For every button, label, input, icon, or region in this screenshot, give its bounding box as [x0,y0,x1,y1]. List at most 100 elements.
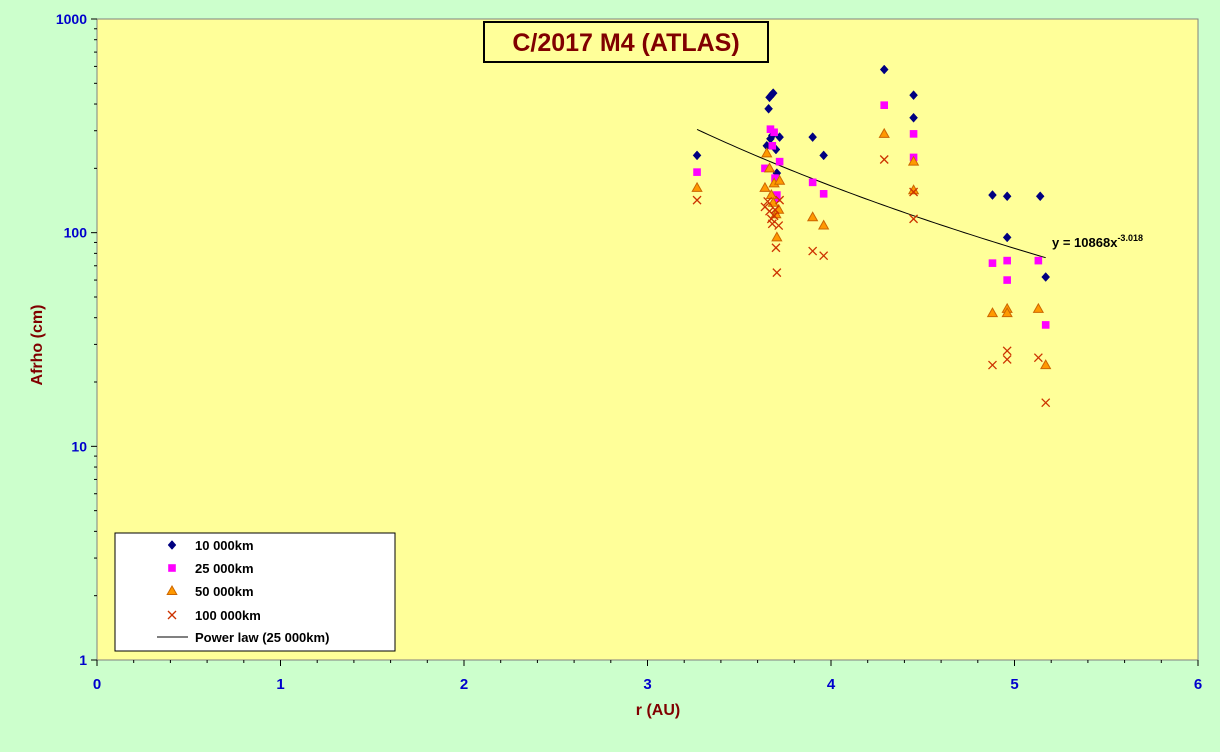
data-point-triangle [1040,359,1052,370]
y-tick-label: 100 [64,225,88,241]
data-point-cross-stroke [692,195,702,205]
data-point-cross [1041,398,1051,408]
legend-marker-diamond [167,540,177,550]
data-point-cross-stroke [1033,353,1043,363]
legend-marker-cross-stroke [167,610,177,620]
x-tick-label: 5 [1010,676,1018,693]
data-point-cross-stroke [909,187,919,197]
data-point-square [1041,321,1050,329]
data-point-square [768,142,777,150]
trendline-equation: y = 10868x-3.018 [1052,233,1143,250]
data-point-cross [879,155,889,164]
trendline-power-law [696,128,1046,259]
data-point-triangle [771,231,783,242]
data-point-cross [775,195,785,205]
data-point-diamond [692,150,702,161]
data-point-diamond [988,190,997,200]
data-point-square [773,191,781,199]
data-point-triangle [759,181,771,192]
data-point-cross-stroke [765,206,774,216]
x-tick-label: 4 [827,676,836,693]
data-points-layer [691,64,1052,408]
data-point-cross-stroke [774,221,784,230]
x-axis-title: r (AU) [636,702,680,719]
series-50000km [691,127,1052,370]
legend-label-power-law: Power law (25 000km) [195,630,329,645]
data-point-cross-stroke [772,268,782,278]
trendline-equation-base: y = 10868x [1052,235,1118,250]
x-tick-label: 3 [643,676,651,693]
data-point-diamond [1035,191,1045,202]
data-point-square [775,157,784,166]
data-point-cross-stroke [771,243,781,253]
data-point-triangle [761,147,773,158]
legend-markers [157,540,188,638]
x-tick-label: 6 [1194,676,1202,693]
data-point-cross-stroke [808,246,818,256]
data-point-diamond [808,132,817,143]
data-point-cross [1002,355,1012,364]
data-point-square [909,130,918,138]
data-point-cross-stroke [769,211,779,221]
data-point-cross [763,196,773,206]
data-point-square [771,174,779,182]
data-point-cross-stroke [819,251,829,261]
chart-title: C/2017 M4 (ATLAS) [512,29,739,57]
data-point-cross [808,246,818,256]
series-100000km [692,155,1051,408]
data-point-triangle [763,162,776,173]
x-tick-label: 0 [93,676,101,693]
data-point-diamond [764,103,773,114]
data-point-cross-stroke [988,360,997,370]
data-point-triangle [907,155,920,166]
legend: 10 000km 25 000km 50 000km 100 000km Pow… [114,532,396,652]
data-point-cross-stroke [760,202,770,212]
legend-marker-cross [167,610,177,620]
data-point-diamond [1041,272,1051,282]
data-point-cross [772,268,782,278]
data-point-square [819,190,828,198]
data-point-cross [819,251,829,261]
data-point-diamond [909,112,918,123]
y-axis-title: Afrho (cm) [29,305,46,386]
data-point-square [1034,256,1043,265]
trendline-equation-exponent: -3.018 [1117,233,1143,243]
x-tick-label: 1 [276,676,284,693]
data-point-diamond [1002,232,1012,243]
data-point-cross [692,195,702,205]
data-point-diamond [909,90,918,101]
data-point-cross-stroke [770,205,780,215]
data-point-cross-stroke [767,219,777,229]
data-point-cross [1033,353,1043,363]
legend-label-50000km: 50 000km [195,584,254,599]
legend-label-10000km: 10 000km [195,538,254,553]
data-point-cross [988,360,997,370]
data-point-diamond [768,88,778,98]
data-point-cross [1002,346,1012,356]
data-point-triangle [878,127,890,138]
data-point-cross [770,205,780,215]
data-point-diamond [819,150,828,161]
data-point-cross [767,219,777,229]
y-tick-label: 10 [71,438,87,454]
data-point-square [1003,276,1011,284]
legend-box [114,532,396,652]
legend-label-100000km: 100 000km [195,608,261,623]
data-point-triangle [986,307,999,318]
data-point-cross-stroke [775,195,785,205]
data-point-triangle [773,174,786,185]
legend-marker-square [168,564,176,572]
legend-marker-triangle [166,584,178,595]
data-point-cross-stroke [1002,346,1012,356]
trendline-layer [696,128,1046,259]
data-point-square [693,168,701,176]
data-point-square [988,259,997,267]
data-point-diamond [1002,191,1012,202]
data-point-cross [774,221,784,230]
data-point-triangle [1001,307,1013,318]
data-point-cross-stroke [763,196,773,206]
data-point-cross-stroke [1002,355,1012,364]
data-point-cross-stroke [1041,398,1051,408]
data-point-cross-stroke [879,155,889,164]
